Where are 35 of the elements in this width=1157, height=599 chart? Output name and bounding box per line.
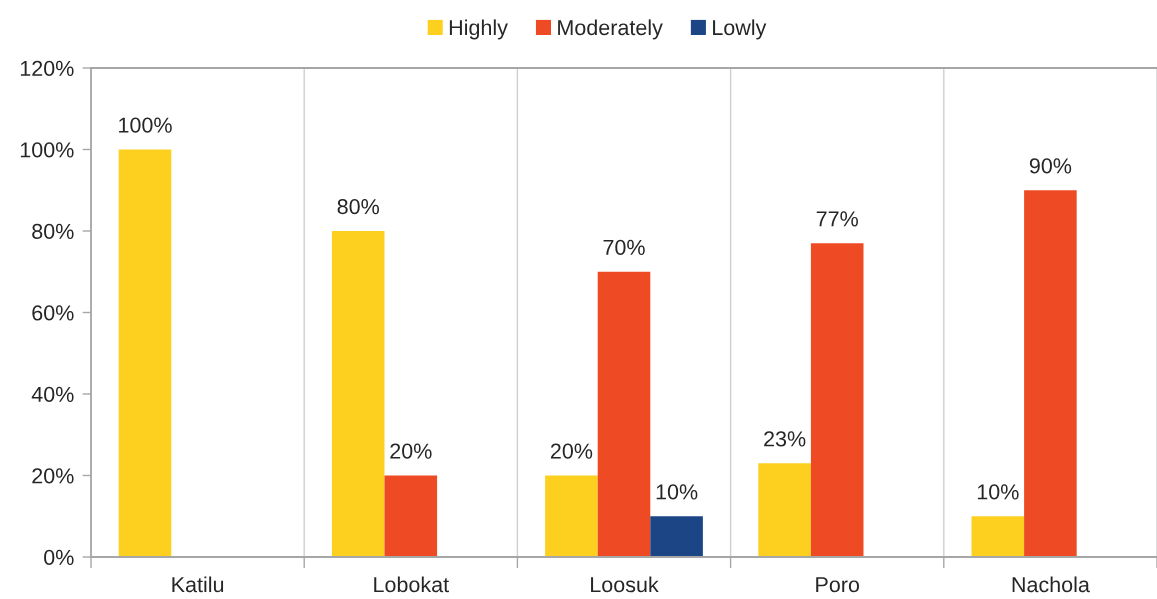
bar [118, 149, 172, 557]
y-tick-label: 120% [20, 60, 74, 77]
legend-label: Lowly [713, 19, 767, 40]
data-label: 10% [977, 484, 1019, 500]
bar [810, 243, 864, 557]
y-tick-label: 100% [20, 142, 74, 158]
data-label: 80% [337, 199, 379, 215]
y-tick-label: 0% [44, 549, 74, 566]
x-tick-label: Katilu [172, 576, 224, 593]
data-label: 20% [390, 443, 432, 459]
bar [384, 475, 438, 557]
data-label: 77% [816, 211, 858, 227]
data-label: 90% [1029, 158, 1072, 174]
bar [597, 271, 651, 557]
legend-label: Moderately [558, 19, 663, 40]
data-label: 20% [550, 443, 593, 459]
x-tick-label: Loosuk [591, 576, 659, 593]
bar [545, 475, 598, 557]
bar [971, 516, 1025, 557]
y-tick-label: 60% [32, 305, 74, 321]
bar [1024, 190, 1077, 557]
data-label: 23% [764, 431, 806, 447]
y-tick-label: 80% [32, 223, 74, 240]
x-tick-label: Lobokat [374, 576, 449, 593]
data-label: 100% [119, 117, 172, 133]
y-tick-label: 40% [31, 386, 74, 403]
data-label: 10% [656, 484, 698, 500]
bar [758, 463, 811, 557]
legend-label: Highly [449, 19, 508, 40]
bar [650, 516, 703, 557]
y-tick-label: 20% [32, 468, 74, 484]
x-tick-label: Poro [816, 577, 860, 593]
bar [331, 231, 385, 557]
data-label: 70% [603, 239, 645, 255]
x-tick-label: Nachola [1012, 576, 1090, 593]
